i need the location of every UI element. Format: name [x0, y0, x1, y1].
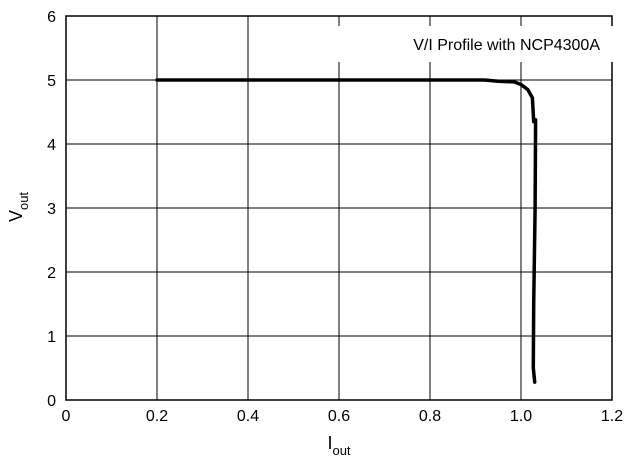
y-tick-label: 1 — [47, 329, 56, 346]
chart-annotation: V/I Profile with NCP4300A — [413, 37, 600, 54]
y-axis-label-main: V — [6, 210, 26, 222]
x-axis-label-main: I — [327, 433, 332, 453]
y-tick-label: 5 — [47, 73, 56, 90]
series-line — [155, 78, 538, 384]
y-tick-label: 2 — [47, 265, 56, 282]
plot-border — [65, 15, 613, 401]
annotation-background — [335, 26, 615, 62]
y-tick-label: 4 — [47, 137, 56, 154]
y-tick-label: 0 — [47, 393, 56, 410]
x-tick-label: 0.2 — [146, 408, 168, 425]
x-axis-label: Iout — [327, 433, 350, 458]
y-axis-label-sub: out — [16, 192, 31, 210]
y-axis-label: Vout — [6, 192, 31, 222]
y-tick-label: 6 — [47, 9, 56, 26]
x-tick-label: 1.2 — [601, 408, 623, 425]
x-tick-label: 0.4 — [237, 408, 259, 425]
x-tick-label: 0.8 — [419, 408, 441, 425]
series-group — [155, 78, 538, 384]
plot-frame — [65, 15, 613, 401]
y-tick-label: 3 — [47, 201, 56, 218]
x-tick-label: 1.0 — [510, 408, 532, 425]
x-tick-labels: 0 0.2 0.4 0.6 0.8 1.0 1.2 — [62, 408, 624, 425]
grid-lines — [65, 15, 613, 401]
x-tick-label: 0.6 — [328, 408, 350, 425]
y-tick-labels: 0 1 2 3 4 5 6 — [47, 9, 56, 410]
x-tick-label: 0 — [62, 408, 71, 425]
x-axis-label-sub: out — [332, 443, 350, 458]
